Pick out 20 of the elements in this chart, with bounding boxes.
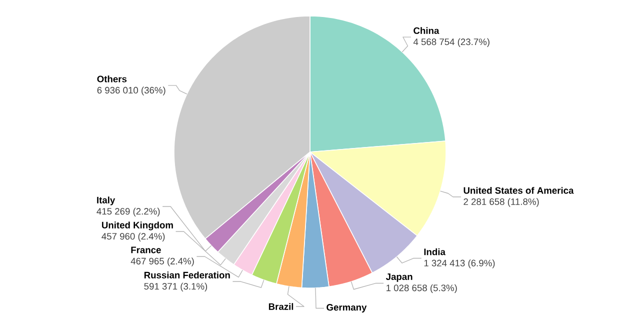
data-label: 591 371 (3.1%) xyxy=(144,282,208,292)
slice-label: France xyxy=(131,246,161,254)
slice-label: India xyxy=(424,248,446,256)
slice-label: Russian Federation xyxy=(144,272,230,278)
data-label: 2 281 658 (11.8%) xyxy=(464,198,539,207)
slice-label: Others xyxy=(97,75,127,82)
data-label: 415 269 (2.2%) xyxy=(96,208,160,216)
data-label: 4 568 754 (23.7%) xyxy=(413,38,490,47)
slice-label: United Kingdom xyxy=(102,222,173,230)
data-label: 467 965 (2.4%) xyxy=(130,258,194,266)
slice-label: Brazil xyxy=(268,303,294,310)
data-label: 1 324 413 (6.9%) xyxy=(424,260,495,268)
slice-label: Japan xyxy=(386,273,412,282)
slice-label: Italy xyxy=(97,196,116,206)
slice-label: China xyxy=(414,27,440,34)
data-label: 1 028 658 (5.3%) xyxy=(386,284,457,294)
slice-label: United States of America xyxy=(464,186,574,194)
data-label: 457 960 (2.4%) xyxy=(102,232,165,242)
data-label: 6 936 010 (36%) xyxy=(97,86,166,96)
slice-label: Germany xyxy=(326,304,367,313)
